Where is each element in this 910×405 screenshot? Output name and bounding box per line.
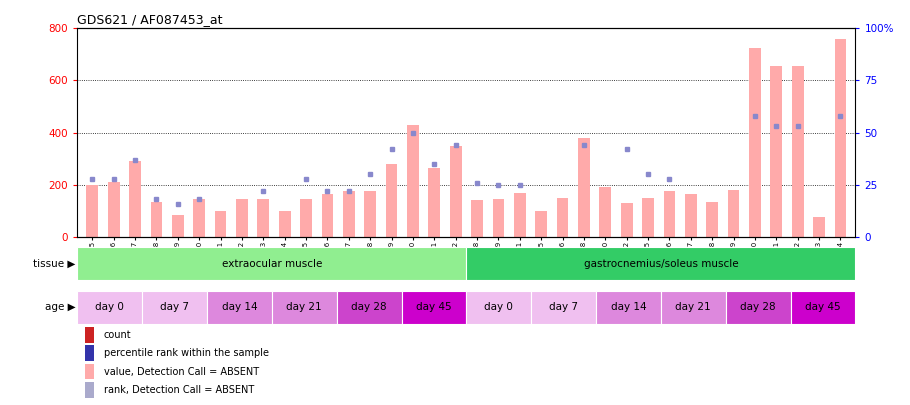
Text: day 21: day 21 <box>287 303 322 312</box>
Bar <box>86 364 95 379</box>
Bar <box>531 291 596 324</box>
Bar <box>407 125 419 237</box>
Bar <box>272 291 337 324</box>
Bar <box>429 168 440 237</box>
Text: count: count <box>104 330 131 340</box>
Bar <box>77 291 142 324</box>
Bar <box>621 203 632 237</box>
Text: day 45: day 45 <box>805 303 841 312</box>
Bar <box>364 191 376 237</box>
Text: day 7: day 7 <box>160 303 189 312</box>
Bar <box>834 39 846 237</box>
Bar <box>172 215 184 237</box>
Bar <box>791 291 855 324</box>
Text: day 28: day 28 <box>741 303 776 312</box>
Bar <box>142 291 207 324</box>
Bar <box>685 194 697 237</box>
Bar <box>557 198 569 237</box>
Text: day 7: day 7 <box>549 303 578 312</box>
Text: day 21: day 21 <box>675 303 711 312</box>
Bar <box>771 66 783 237</box>
Bar <box>749 48 761 237</box>
Bar <box>642 198 654 237</box>
Bar <box>86 382 95 398</box>
Bar <box>300 199 312 237</box>
Text: day 0: day 0 <box>96 303 124 312</box>
Bar <box>86 185 98 237</box>
Bar <box>466 247 855 280</box>
Bar <box>337 291 401 324</box>
Bar <box>86 327 95 343</box>
Bar <box>450 146 461 237</box>
Text: age ▶: age ▶ <box>45 303 76 312</box>
Bar <box>728 190 740 237</box>
Text: tissue ▶: tissue ▶ <box>33 259 76 269</box>
Bar <box>77 247 466 280</box>
Text: day 45: day 45 <box>416 303 451 312</box>
Bar <box>471 200 483 237</box>
Bar <box>207 291 272 324</box>
Bar <box>663 191 675 237</box>
Text: day 28: day 28 <box>351 303 387 312</box>
Text: rank, Detection Call = ABSENT: rank, Detection Call = ABSENT <box>104 385 254 395</box>
Bar <box>129 161 141 237</box>
Bar <box>600 188 612 237</box>
Bar <box>661 291 725 324</box>
Bar <box>343 191 355 237</box>
Bar <box>596 291 661 324</box>
Bar <box>535 211 547 237</box>
Bar <box>150 202 162 237</box>
Text: day 14: day 14 <box>611 303 646 312</box>
Bar <box>215 211 227 237</box>
Bar <box>578 138 590 237</box>
Bar <box>193 199 205 237</box>
Bar <box>258 199 269 237</box>
Bar <box>725 291 791 324</box>
Text: GDS621 / AF087453_at: GDS621 / AF087453_at <box>77 13 223 26</box>
Bar <box>492 199 504 237</box>
Bar <box>386 164 398 237</box>
Bar <box>401 291 466 324</box>
Bar <box>792 66 804 237</box>
Text: day 14: day 14 <box>222 303 258 312</box>
Bar <box>107 182 119 237</box>
Bar <box>466 291 531 324</box>
Bar <box>814 217 825 237</box>
Bar <box>321 194 333 237</box>
Bar <box>236 199 248 237</box>
Text: gastrocnemius/soleus muscle: gastrocnemius/soleus muscle <box>583 259 738 269</box>
Bar <box>514 193 526 237</box>
Bar <box>706 202 718 237</box>
Text: extraocular muscle: extraocular muscle <box>222 259 322 269</box>
Bar <box>86 345 95 361</box>
Text: percentile rank within the sample: percentile rank within the sample <box>104 348 268 358</box>
Text: day 0: day 0 <box>484 303 513 312</box>
Bar <box>278 211 290 237</box>
Text: value, Detection Call = ABSENT: value, Detection Call = ABSENT <box>104 367 259 377</box>
